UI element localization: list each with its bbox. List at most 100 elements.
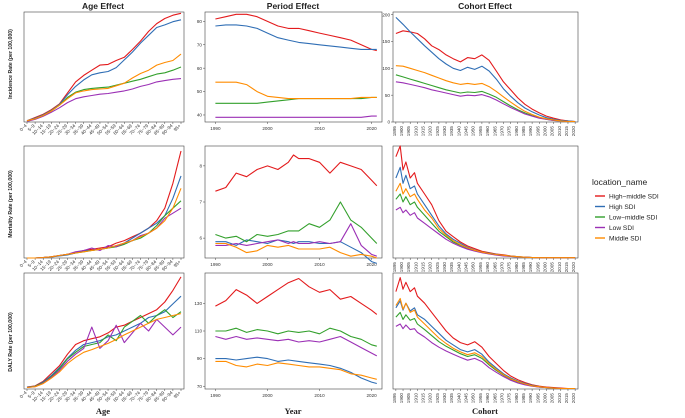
x-tick-label: 1955 xyxy=(478,262,483,273)
y-tick-label: 40 xyxy=(197,113,203,118)
x-tick-label: 2000 xyxy=(262,393,273,398)
x-tick-label: 1930 xyxy=(442,262,447,273)
x-tick-label: 0−4 xyxy=(19,123,28,132)
x-tick-label: 2000 xyxy=(262,126,273,131)
x-tick-label: 2000 xyxy=(262,262,273,267)
x-tick-label: 95+ xyxy=(173,123,182,132)
x-tick-label: 1905 xyxy=(406,262,411,273)
x-tick-label: 2000 xyxy=(542,126,547,137)
panel-cohort-mortality: 1895 1900 1905 1910 1915 1920 1925 1930 1935 1940… xyxy=(392,145,579,273)
panel-period-mortality: 1990 2000 2010 2020 6 7 8 xyxy=(199,145,383,267)
x-tick-label: 1895 xyxy=(392,262,397,273)
series-line xyxy=(215,154,378,192)
x-tick-label: 1935 xyxy=(449,126,454,137)
series-line xyxy=(215,335,378,357)
x-tick-label: 1920 xyxy=(428,262,433,273)
x-tick-label: 1990 xyxy=(528,393,533,404)
x-tick-label: 1925 xyxy=(435,262,440,273)
series-line xyxy=(26,12,182,122)
panel-frame xyxy=(23,11,185,123)
x-tick-label: 1975 xyxy=(507,262,512,273)
x-tick-label: 1900 xyxy=(399,393,404,404)
x-tick-label: 1945 xyxy=(464,262,469,273)
x-tick-label: 1990 xyxy=(210,262,221,267)
x-tick-label: 1970 xyxy=(499,393,504,404)
series-line xyxy=(215,277,378,315)
x-tick-label: 95+ xyxy=(173,259,182,268)
legend-label: High−middle SDI xyxy=(609,193,659,200)
series-line xyxy=(215,115,377,118)
y-tick-label: 70 xyxy=(197,384,203,389)
y-tick-label: 90 xyxy=(197,356,203,361)
column-title-age: Age Effect xyxy=(82,1,124,11)
x-tick-label: 2010 xyxy=(557,393,562,404)
panel-cohort-incidence: 1895 1900 1905 1910 1915 1920 1925 1930 1935 1940… xyxy=(382,11,579,137)
y-tick-label: 80 xyxy=(197,19,203,24)
x-tick-label: 1915 xyxy=(421,126,426,137)
panel-frame xyxy=(23,272,185,390)
x-tick-label: 2000 xyxy=(542,393,547,404)
panel-frame xyxy=(392,145,579,259)
legend-label: Middle SDI xyxy=(609,235,641,242)
x-tick-label: 1920 xyxy=(428,126,433,137)
x-tick-label: 1970 xyxy=(499,126,504,137)
x-tick-label: 1935 xyxy=(449,393,454,404)
x-tick-label: 1990 xyxy=(210,393,221,398)
x-tick-label: 1995 xyxy=(535,126,540,137)
series-line xyxy=(215,360,377,380)
x-tick-label: 1965 xyxy=(492,393,497,404)
x-tick-label: 1915 xyxy=(421,393,426,404)
x-tick-label: 2005 xyxy=(550,262,555,273)
x-tick-label: 2020 xyxy=(571,393,576,404)
y-tick-label: 70 xyxy=(197,42,203,47)
x-tick-label: 2020 xyxy=(571,126,576,137)
x-tick-label: 1895 xyxy=(392,126,397,137)
x-tick-label: 1930 xyxy=(442,126,447,137)
x-tick-label: 95+ xyxy=(173,390,182,399)
panels-layer: 0−4 5−910−1415−1920−2425−2930−3435−3940−4… xyxy=(19,11,579,404)
x-tick-label: 2005 xyxy=(550,393,555,404)
x-title-age: Age xyxy=(96,406,110,416)
x-tick-label: 0−4 xyxy=(19,390,28,399)
y-tick-label: 110 xyxy=(195,329,203,334)
y-tick-label: 60 xyxy=(197,66,203,71)
y-tick-label: 0 xyxy=(387,120,390,125)
y-title-daly: DALY Rate (per 100,000) xyxy=(8,312,14,372)
x-tick-label: 1930 xyxy=(442,393,447,404)
legend-label: High SDI xyxy=(609,204,636,211)
series-line xyxy=(26,276,182,388)
x-tick-label: 1905 xyxy=(406,126,411,137)
x-tick-label: 1910 xyxy=(413,126,418,137)
x-tick-label: 1960 xyxy=(485,262,490,273)
y-tick-label: 7 xyxy=(199,200,202,205)
series-line xyxy=(395,17,576,123)
x-tick-label: 1945 xyxy=(464,126,469,137)
x-tick-label: 1920 xyxy=(428,393,433,404)
x-tick-label: 1895 xyxy=(392,393,397,404)
series-line xyxy=(395,182,576,259)
legend-label: Low SDI xyxy=(609,225,634,232)
series-line xyxy=(395,297,576,390)
x-tick-label: 1985 xyxy=(521,262,526,273)
panel-frame xyxy=(204,272,383,390)
x-tick-label: 1955 xyxy=(478,393,483,404)
series-line xyxy=(215,13,377,52)
panel-frame xyxy=(392,272,579,390)
x-tick-label: 1990 xyxy=(210,126,221,131)
x-tick-label: 1975 xyxy=(507,393,512,404)
x-tick-label: 1985 xyxy=(521,126,526,137)
series-line xyxy=(395,30,576,123)
series-line xyxy=(215,223,377,257)
x-tick-label: 2005 xyxy=(550,126,555,137)
x-tick-label: 1940 xyxy=(456,262,461,273)
x-tick-label: 1980 xyxy=(514,126,519,137)
y-tick-label: 50 xyxy=(385,93,391,98)
panel-frame xyxy=(204,145,383,259)
series-line xyxy=(26,309,182,389)
y-tick-label: 200 xyxy=(382,12,390,17)
x-tick-label: 0−4 xyxy=(19,259,28,268)
x-tick-label: 1910 xyxy=(413,393,418,404)
x-tick-label: 1990 xyxy=(528,262,533,273)
x-tick-label: 1950 xyxy=(471,126,476,137)
x-tick-label: 2000 xyxy=(542,262,547,273)
